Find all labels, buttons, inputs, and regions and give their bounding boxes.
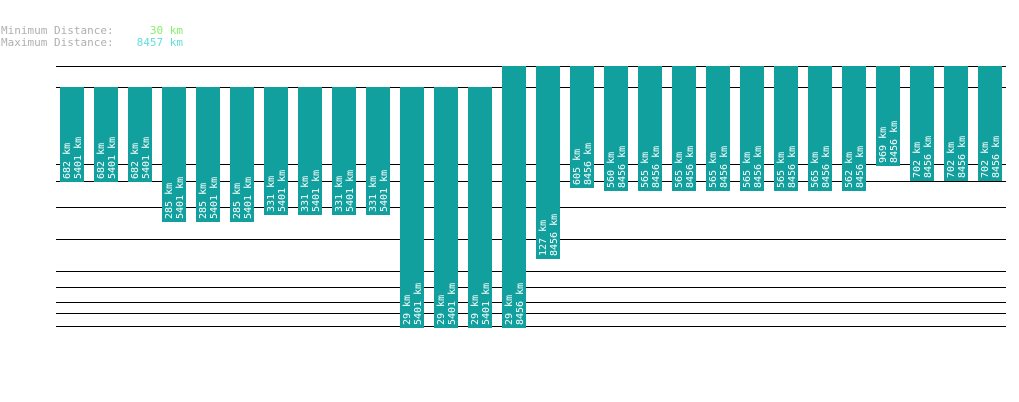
bar-distance-label: 682 km xyxy=(96,143,107,179)
bar-total-label: 5401 km xyxy=(209,177,220,219)
bar-distance-label: 331 km xyxy=(266,176,277,212)
bar-total-label: 5401 km xyxy=(141,137,152,179)
bar-distance-label: 565 km xyxy=(708,152,719,188)
maximum-distance-value: 8457 km xyxy=(136,36,183,49)
distance-bar xyxy=(298,87,322,215)
bar-distance-label: 331 km xyxy=(368,176,379,212)
minimum-distance-label: Minimum Distance: xyxy=(1,24,114,37)
bar-total-label: 5401 km xyxy=(277,170,288,212)
distance-bar xyxy=(434,87,458,328)
distance-bar xyxy=(876,66,900,166)
bar-distance-label: 702 km xyxy=(946,142,957,178)
bar-total-label: 8456 km xyxy=(957,136,968,178)
distance-bar xyxy=(910,66,934,181)
minimum-distance-value: 30 km xyxy=(149,24,183,37)
bar-total-label: 5401 km xyxy=(175,177,186,219)
bar-distance-label: 565 km xyxy=(742,152,753,188)
bar-total-label: 8456 km xyxy=(583,143,594,185)
distance-bar xyxy=(978,66,1002,181)
bar-total-label: 5401 km xyxy=(311,170,322,212)
bar-total-label: 5401 km xyxy=(447,283,458,325)
distance-bar xyxy=(264,87,288,215)
distance-bar xyxy=(604,66,628,191)
minimum-distance-stat: Minimum Distance: 30 km xyxy=(1,24,183,37)
distance-bar xyxy=(808,66,832,191)
bar-total-label: 8456 km xyxy=(651,146,662,188)
bar-total-label: 5401 km xyxy=(243,177,254,219)
bar-total-label: 8456 km xyxy=(685,146,696,188)
bar-total-label: 5401 km xyxy=(379,170,390,212)
distance-bar xyxy=(672,66,696,191)
bar-distance-label: 29 km xyxy=(402,295,413,325)
bar-distance-label: 565 km xyxy=(674,152,685,188)
distance-bar xyxy=(60,87,84,182)
bar-distance-label: 565 km xyxy=(810,152,821,188)
distance-bar xyxy=(400,87,424,328)
bar-distance-label: 285 km xyxy=(198,183,209,219)
maximum-distance-stat: Maximum Distance: 8457 km xyxy=(1,36,183,49)
bar-total-label: 8456 km xyxy=(991,136,1002,178)
bar-distance-label: 127 km xyxy=(538,220,549,256)
bar-total-label: 8456 km xyxy=(855,146,866,188)
bar-distance-label: 969 km xyxy=(878,127,889,163)
bar-total-label: 8456 km xyxy=(821,146,832,188)
bar-distance-label: 702 km xyxy=(912,142,923,178)
distance-bar xyxy=(94,87,118,182)
distance-bar xyxy=(468,87,492,328)
bar-distance-label: 702 km xyxy=(980,142,991,178)
bar-total-label: 8456 km xyxy=(753,146,764,188)
bar-distance-label: 285 km xyxy=(164,183,175,219)
distance-bar xyxy=(944,66,968,181)
distance-bar xyxy=(502,66,526,328)
bar-total-label: 8456 km xyxy=(515,283,526,325)
bar-distance-label: 565 km xyxy=(776,152,787,188)
bar-distance-label: 605 km xyxy=(572,149,583,185)
distance-bar xyxy=(230,87,254,222)
bar-distance-label: 29 km xyxy=(436,295,447,325)
bar-distance-label: 331 km xyxy=(300,176,311,212)
distance-bar xyxy=(706,66,730,191)
bar-total-label: 8456 km xyxy=(787,146,798,188)
bar-total-label: 8456 km xyxy=(719,146,730,188)
bar-total-label: 5401 km xyxy=(481,283,492,325)
bar-distance-label: 682 km xyxy=(62,143,73,179)
bar-total-label: 8456 km xyxy=(549,214,560,256)
bar-total-label: 5401 km xyxy=(413,283,424,325)
bar-total-label: 5401 km xyxy=(345,170,356,212)
distance-bar xyxy=(774,66,798,191)
bar-distance-label: 682 km xyxy=(130,143,141,179)
distance-bar xyxy=(842,66,866,191)
bar-distance-label: 29 km xyxy=(504,295,515,325)
bar-total-label: 8456 km xyxy=(617,146,628,188)
distance-bar xyxy=(570,66,594,188)
bar-total-label: 5401 km xyxy=(73,137,84,179)
bar-distance-label: 285 km xyxy=(232,183,243,219)
bar-distance-label: 29 km xyxy=(470,295,481,325)
distance-bar xyxy=(740,66,764,191)
distance-bar xyxy=(162,87,186,222)
bar-total-label: 8456 km xyxy=(889,121,900,163)
distance-bar xyxy=(536,66,560,259)
bar-total-label: 5401 km xyxy=(107,137,118,179)
distance-bar xyxy=(638,66,662,191)
bar-total-label: 8456 km xyxy=(923,136,934,178)
bar-distance-label: 565 km xyxy=(640,152,651,188)
bar-distance-label: 562 km xyxy=(844,152,855,188)
distance-bar xyxy=(196,87,220,222)
distance-bar xyxy=(128,87,152,182)
bar-distance-label: 560 km xyxy=(606,152,617,188)
bar-distance-label: 331 km xyxy=(334,176,345,212)
maximum-distance-label: Maximum Distance: xyxy=(1,36,114,49)
distance-bar xyxy=(366,87,390,215)
distance-bar xyxy=(332,87,356,215)
